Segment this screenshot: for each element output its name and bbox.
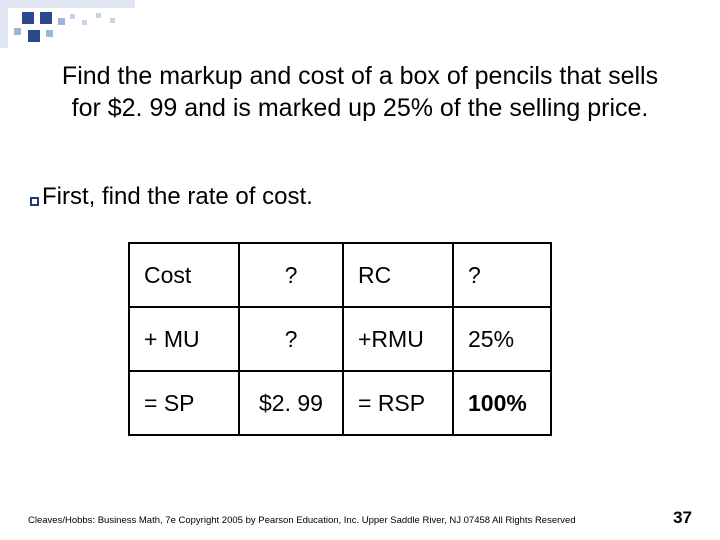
footer-copyright: Cleaves/Hobbs: Business Math, 7e Copyrig… (28, 515, 576, 526)
deco-square (110, 18, 115, 23)
cell-sp-value: $2. 99 (239, 371, 343, 435)
cell-rsp-label: = RSP (343, 371, 453, 435)
deco-square (28, 30, 40, 42)
page-number: 37 (673, 508, 692, 528)
deco-square (0, 0, 135, 8)
table-row: Cost ? RC ? (129, 243, 551, 307)
deco-square (40, 12, 52, 24)
corner-decoration (0, 0, 135, 45)
deco-square (14, 28, 21, 35)
slide-subtitle: First, find the rate of cost. (42, 183, 313, 211)
cell-rmu-label: +RMU (343, 307, 453, 371)
deco-square (0, 8, 8, 48)
cell-cost-value: ? (239, 243, 343, 307)
slide-title: Find the markup and cost of a box of pen… (60, 60, 660, 124)
deco-square (82, 20, 87, 25)
cell-cost-label: Cost (129, 243, 239, 307)
deco-square (70, 14, 75, 19)
cell-mu-value: ? (239, 307, 343, 371)
deco-square (96, 13, 101, 18)
cell-rsp-value: 100% (453, 371, 551, 435)
table-row: + MU ? +RMU 25% (129, 307, 551, 371)
markup-table: Cost ? RC ? + MU ? +RMU 25% = SP $2. 99 … (128, 242, 552, 436)
deco-square (22, 12, 34, 24)
bullet-icon (30, 197, 39, 206)
cell-rc-label: RC (343, 243, 453, 307)
deco-square (46, 30, 53, 37)
cell-sp-label: = SP (129, 371, 239, 435)
table-row: = SP $2. 99 = RSP 100% (129, 371, 551, 435)
cell-mu-label: + MU (129, 307, 239, 371)
deco-square (58, 18, 65, 25)
cell-rmu-value: 25% (453, 307, 551, 371)
cell-rc-value: ? (453, 243, 551, 307)
